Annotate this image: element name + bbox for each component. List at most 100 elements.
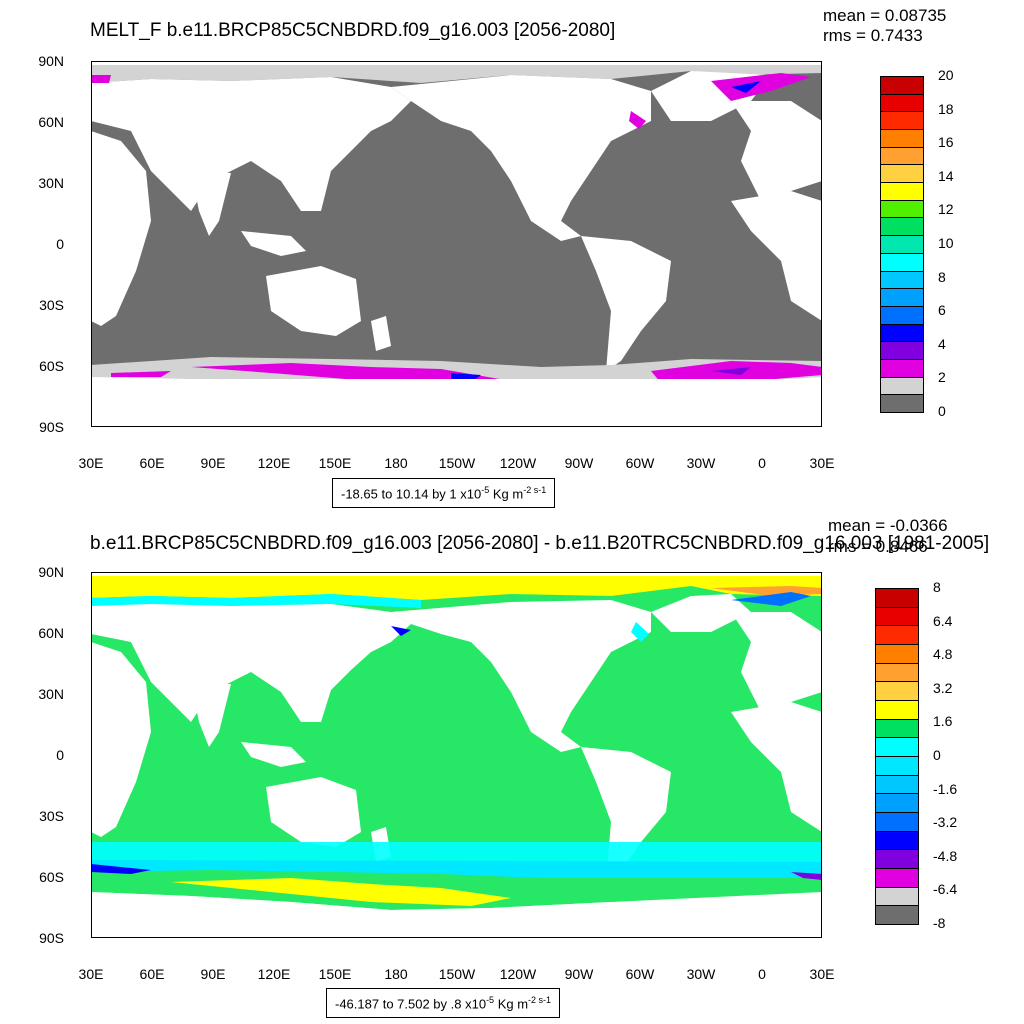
panel1-lat-90n: 90N bbox=[38, 53, 64, 69]
colorbar-label: 4 bbox=[938, 335, 946, 352]
panel2-units-exp2: -2 s-1 bbox=[528, 995, 552, 1005]
panel1-lon-label: 150W bbox=[438, 455, 476, 471]
panel2-lat-90s: 90S bbox=[39, 930, 64, 946]
colorbar-swatch bbox=[880, 93, 924, 113]
colorbar-swatch bbox=[880, 358, 924, 378]
panel2-mean: mean = -0.0366 bbox=[828, 516, 948, 535]
colorbar-swatch bbox=[880, 129, 924, 148]
panel1-australia bbox=[266, 266, 361, 336]
panel2-rms: rms = 0.8466 bbox=[828, 537, 928, 556]
panel2-lon-label: 0 bbox=[758, 966, 766, 982]
panel2-lon-label: 150E bbox=[318, 966, 352, 982]
panel2-colorbar: 8 6.4 4.8 3.2 1.6 0 -1.6 -3.2 -4.8 -6.4 -8 bbox=[875, 579, 995, 931]
panel2-lat-0: 0 bbox=[56, 747, 64, 763]
panel1-range-box: -18.65 to 10.14 by 1 x10-5 Kg m-2 s-1 bbox=[332, 478, 556, 509]
colorbar-label: 8 bbox=[933, 579, 941, 595]
panel1-lon-label: 0 bbox=[758, 455, 766, 471]
colorbar-swatch bbox=[880, 76, 924, 95]
colorbar-label: -3.2 bbox=[933, 814, 958, 831]
panel2-lat-30n: 30N bbox=[38, 686, 64, 702]
colorbar-swatch bbox=[880, 252, 924, 272]
colorbar-label: 0 bbox=[933, 747, 941, 763]
panel1-lon-label: 30E bbox=[78, 455, 104, 471]
panel2-lon-label: 90W bbox=[564, 966, 594, 982]
colorbar-label: 10 bbox=[938, 235, 954, 251]
colorbar-swatch bbox=[875, 588, 919, 608]
panel2-units-exp: -5 bbox=[486, 995, 495, 1005]
panel1-lat-90s: 90S bbox=[39, 419, 64, 435]
colorbar-swatch bbox=[880, 111, 924, 131]
panel1-rms: rms = 0.7433 bbox=[823, 26, 923, 45]
panel2-lon-label: 60W bbox=[625, 966, 655, 982]
panel1-eurasia bbox=[91, 77, 411, 211]
colorbar-label: 20 bbox=[938, 67, 954, 83]
colorbar-swatch bbox=[880, 146, 924, 166]
colorbar-label: 12 bbox=[938, 201, 954, 218]
panel1-lon-label: 150E bbox=[318, 455, 352, 471]
panel1-range-text: -18.65 to 10.14 by 1 x10 bbox=[341, 486, 482, 502]
colorbar-label: 6 bbox=[938, 302, 946, 319]
panel2-lon-label: 30E bbox=[78, 966, 104, 982]
colorbar-swatch bbox=[880, 376, 924, 396]
panel1-lon-label: 180 bbox=[384, 455, 408, 471]
colorbar-label: -1.6 bbox=[933, 780, 958, 797]
panel2-lon-label: 90E bbox=[200, 966, 226, 982]
panel2-lon-label: 60E bbox=[139, 966, 165, 982]
panel1-title: MELT_F b.e11.BRCP85C5CNBDRD.f09_g16.003 … bbox=[90, 20, 616, 41]
colorbar-swatch bbox=[875, 662, 919, 683]
colorbar-swatch bbox=[875, 756, 919, 776]
panel2-lon-label: 30W bbox=[686, 966, 716, 982]
colorbar-swatch bbox=[875, 886, 919, 907]
colorbar-swatch bbox=[875, 849, 919, 869]
colorbar-swatch bbox=[880, 235, 924, 254]
colorbar-label: -6.4 bbox=[933, 881, 958, 898]
panel2-lat-60n: 60N bbox=[38, 625, 64, 641]
panel1-lon-label: 60W bbox=[625, 455, 655, 471]
panel1-lat-30s: 30S bbox=[39, 297, 64, 313]
panel1-lat-60s: 60S bbox=[39, 358, 64, 374]
colorbar-swatch bbox=[875, 718, 919, 739]
colorbar-swatch bbox=[875, 700, 919, 720]
panel2-units: Kg m bbox=[497, 996, 529, 1012]
panel2-title: b.e11.BRCP85C5CNBDRD.f09_g16.003 [2056-2… bbox=[90, 533, 990, 554]
panel1-lon-label: 30W bbox=[686, 455, 716, 471]
panel2-lat-90n: 90N bbox=[38, 564, 64, 580]
colorbar-label: 0 bbox=[938, 403, 946, 419]
colorbar-swatch bbox=[880, 341, 924, 360]
panel1-colorbar: 20 18 16 14 12 10 8 6 4 2 0 bbox=[880, 67, 1000, 419]
colorbar-swatch bbox=[875, 830, 919, 851]
colorbar-swatch bbox=[875, 625, 919, 645]
colorbar-swatch bbox=[880, 270, 924, 290]
colorbar-label: 16 bbox=[938, 134, 954, 151]
colorbar-swatch bbox=[880, 394, 924, 413]
panel1-lat-0: 0 bbox=[56, 236, 64, 252]
colorbar-label: 1.6 bbox=[933, 713, 953, 730]
panel1-lat-60n: 60N bbox=[38, 114, 64, 130]
panel1-lon-label: 90E bbox=[200, 455, 226, 471]
colorbar-label: 8 bbox=[938, 268, 946, 285]
panel1-lat-30n: 30N bbox=[38, 175, 64, 191]
panel2-lat-60s: 60S bbox=[39, 869, 64, 885]
panel2-lon-label: 120W bbox=[499, 966, 537, 982]
colorbar-swatch bbox=[880, 305, 924, 325]
panel2-range-box: -46.187 to 7.502 by .8 x10-5 Kg m-2 s-1 bbox=[326, 988, 561, 1019]
panel1-lon-label: 120E bbox=[257, 455, 291, 471]
panel2-lon-label: 30E bbox=[809, 966, 835, 982]
colorbar-swatch bbox=[880, 199, 924, 219]
colorbar-swatch bbox=[875, 812, 919, 832]
colorbar-swatch bbox=[880, 164, 924, 184]
colorbar-swatch bbox=[880, 323, 924, 343]
panel1-lon-label: 30E bbox=[809, 455, 835, 471]
panel1-map bbox=[91, 61, 822, 427]
colorbar-swatch bbox=[880, 288, 924, 307]
panel1-mean: mean = 0.08735 bbox=[823, 6, 947, 25]
colorbar-label: 4.8 bbox=[933, 646, 953, 663]
panel2-map bbox=[91, 572, 822, 938]
panel2-range-text: -46.187 to 7.502 by .8 x10 bbox=[335, 996, 487, 1012]
colorbar-swatch bbox=[875, 774, 919, 795]
panel2-map-svg bbox=[91, 572, 822, 938]
colorbar-swatch bbox=[875, 737, 919, 757]
panel2-lon-label: 180 bbox=[384, 966, 408, 982]
panel2-lat-30s: 30S bbox=[39, 808, 64, 824]
colorbar-label: 18 bbox=[938, 100, 954, 117]
